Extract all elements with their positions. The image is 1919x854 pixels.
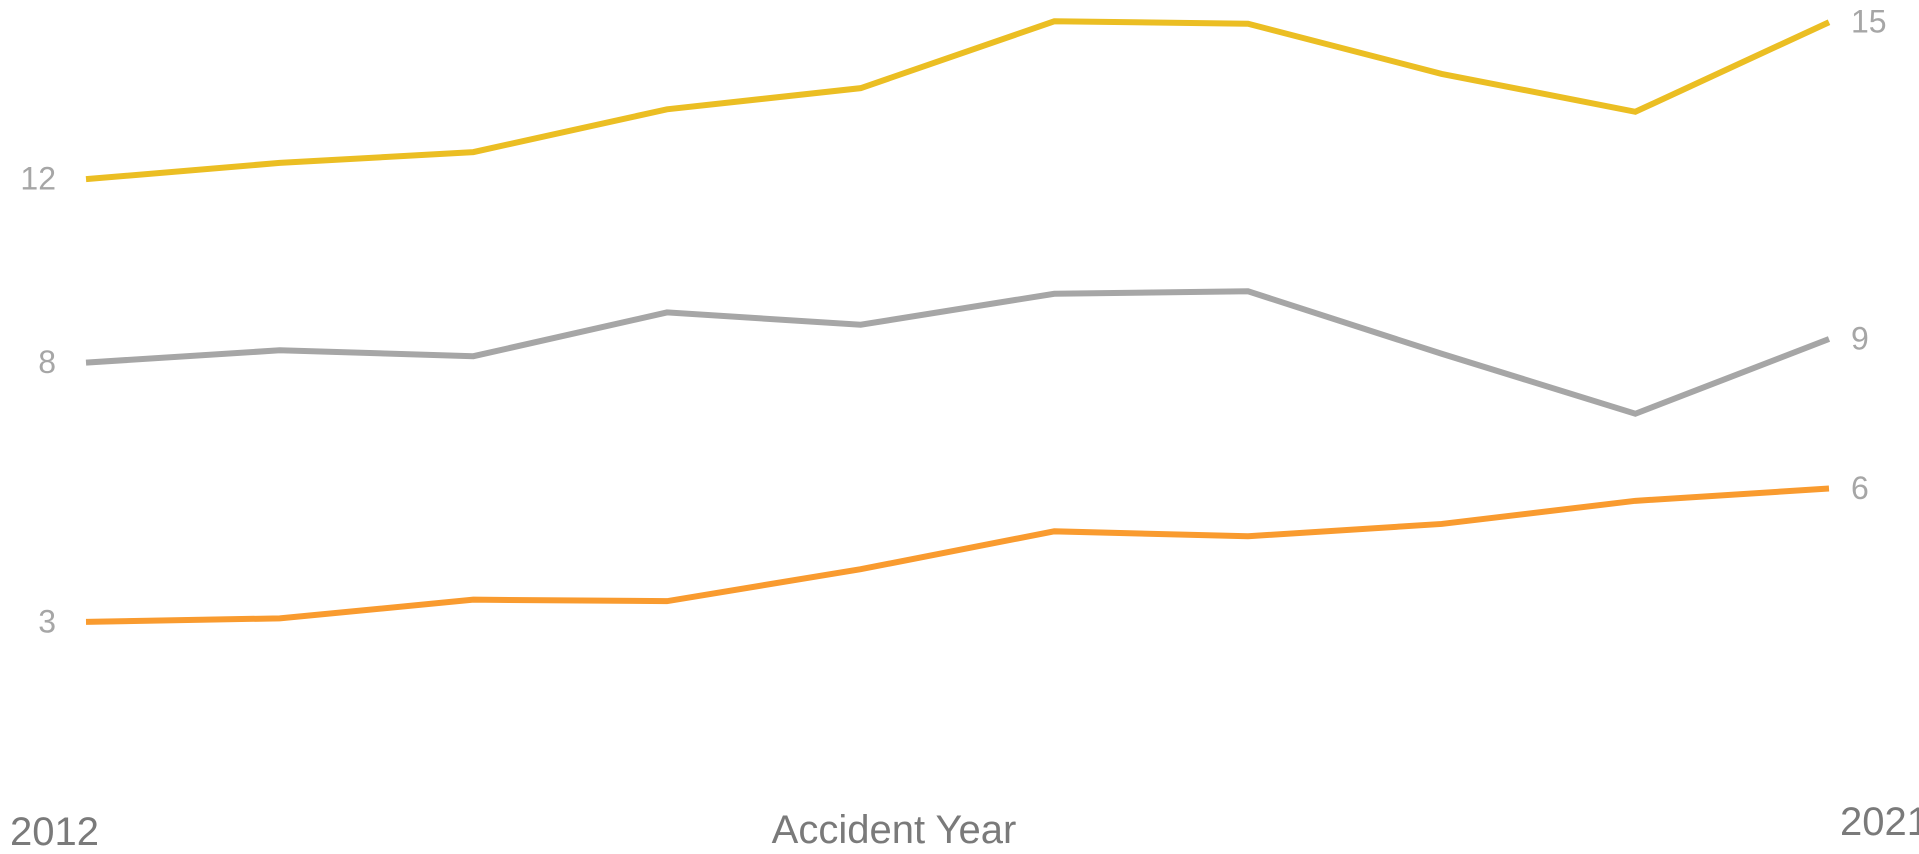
value-label: 12 xyxy=(20,161,56,197)
x-axis-label: Accident Year xyxy=(772,808,1017,852)
x-tick-label: 2021 xyxy=(1840,800,1919,844)
value-label: 9 xyxy=(1851,320,1869,356)
value-label: 15 xyxy=(1851,4,1887,40)
x-tick-label: 2012 xyxy=(10,810,99,854)
value-label: 8 xyxy=(38,344,56,380)
value-label: 6 xyxy=(1851,470,1869,506)
line xyxy=(85,18,1831,183)
line xyxy=(85,288,1831,417)
value-label: 3 xyxy=(38,603,56,639)
line xyxy=(85,485,1830,625)
